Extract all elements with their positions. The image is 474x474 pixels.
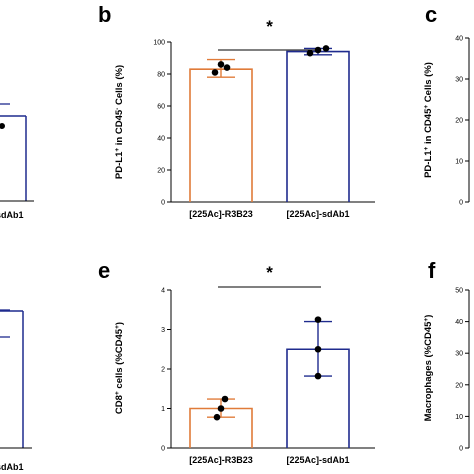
bar-r3b23	[189, 68, 253, 202]
partial-panel-left-top: sdAb1	[0, 103, 34, 220]
y-tick-label: 0	[161, 446, 165, 453]
chart-panel-f-partial: 0 10 20 30 40 50 Macrophages (%CD45+)	[423, 288, 470, 453]
y-axis-title: CD8+ cells (%CD45+)	[114, 322, 126, 414]
data-point	[213, 413, 221, 421]
panel-letter-b: b	[98, 2, 111, 27]
y-tick-label: 100	[153, 40, 165, 47]
y-tick-label: 0	[459, 446, 463, 453]
y-axis-title: Macrophages (%CD45+)	[423, 315, 435, 422]
data-point	[217, 405, 225, 412]
panel-letter-f: f	[428, 258, 436, 283]
y-tick-label: 3	[161, 327, 165, 334]
y-tick-label: 20	[157, 168, 165, 175]
data-point	[306, 49, 314, 57]
y-tick-label: 2	[161, 367, 165, 374]
y-tick-label: 40	[455, 36, 463, 43]
y-tick-label: 20	[455, 382, 463, 389]
x-category-label: [225Ac]-sdAb1	[286, 209, 349, 219]
panel-letter-e: e	[98, 258, 110, 283]
y-tick-label: 60	[157, 104, 165, 111]
chart-panel-b: 0 20 40 60 80 100 PD-L1+ in CD45- Cells (%) [22…	[114, 17, 375, 219]
chart-panel-e: 0 1 2 3 4 CD8+ cells (%CD45+) [225Ac]-R3B23 [22…	[114, 263, 375, 465]
y-axis-title: PD-L1+ in CD45- Cells (%)	[114, 65, 126, 179]
y-tick-label: 0	[459, 200, 463, 207]
partial-category-label-bottom: sdAb1	[0, 462, 24, 472]
y-tick-label: 40	[455, 319, 463, 326]
partial-data-point	[0, 123, 5, 129]
y-tick-label: 80	[157, 72, 165, 79]
data-point	[314, 345, 322, 353]
panel-letter-c: c	[425, 2, 437, 27]
x-category-label: [225Ac]-sdAb1	[286, 455, 349, 465]
data-point	[223, 64, 231, 71]
chart-panel-c-partial: 0 10 20 30 40 PD-L1+ in CD45+ Cells (%)	[423, 36, 470, 207]
significance-star: *	[266, 17, 273, 36]
y-tick-label: 10	[455, 414, 463, 421]
y-tick-label: 0	[161, 200, 165, 207]
y-tick-label: 30	[455, 77, 463, 84]
x-category-label: [225Ac]-R3B23	[189, 209, 253, 219]
data-point	[221, 395, 229, 403]
y-tick-label: 20	[455, 118, 463, 125]
y-tick-label: 40	[157, 136, 165, 143]
data-point	[217, 61, 225, 68]
y-axis-title: PD-L1+ in CD45+ Cells (%)	[423, 62, 435, 178]
significance-star: *	[266, 263, 273, 282]
bar-sdab1	[286, 50, 350, 202]
partial-panel-left-bottom: sdAb1	[0, 309, 32, 472]
data-point	[314, 372, 322, 380]
data-point	[322, 45, 330, 52]
y-tick-label: 10	[455, 159, 463, 166]
y-tick-label: 4	[161, 288, 165, 295]
y-tick-label: 30	[455, 351, 463, 358]
data-point	[314, 316, 322, 323]
y-tick-label: 50	[455, 288, 463, 295]
x-category-label: [225Ac]-R3B23	[189, 455, 253, 465]
data-point	[211, 69, 219, 76]
partial-category-label-top: sdAb1	[0, 210, 24, 220]
y-tick-label: 1	[161, 406, 165, 413]
